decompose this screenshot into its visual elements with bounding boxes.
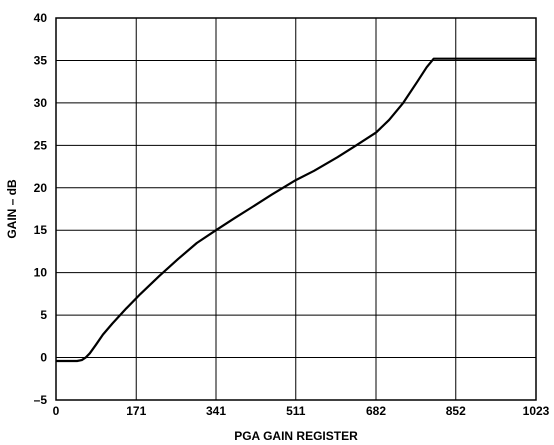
x-tick-label: 511 (286, 404, 306, 418)
series-line-0 (56, 57, 536, 363)
y-tick-label: 35 (34, 53, 48, 67)
y-tick-label: –5 (34, 393, 48, 407)
x-tick-label: 852 (446, 404, 466, 418)
y-tick-label: 0 (40, 351, 47, 365)
x-tick-labels: 0 171 341 511 682 852 1023 (53, 404, 550, 418)
y-tick-label: 15 (34, 223, 48, 237)
y-tick-label: 20 (34, 181, 48, 195)
x-axis-label: PGA GAIN REGISTER (234, 429, 358, 443)
y-tick-label: 40 (34, 11, 48, 25)
x-tick-label: 341 (206, 404, 226, 418)
y-tick-label: 5 (40, 308, 47, 322)
x-tick-label: 0 (53, 404, 60, 418)
y-tick-label: 25 (34, 138, 48, 152)
series-layer (56, 57, 536, 363)
grid-lines (55, 17, 537, 401)
x-tick-label: 1023 (523, 404, 550, 418)
y-axis-label: GAIN – dB (5, 179, 19, 239)
x-tick-label: 171 (126, 404, 146, 418)
y-tick-labels: –5 0 5 10 15 20 25 30 35 40 (34, 11, 48, 407)
x-tick-label: 682 (366, 404, 386, 418)
plot-frame (55, 17, 537, 401)
y-tick-label: 30 (34, 96, 48, 110)
y-tick-label: 10 (34, 266, 48, 280)
